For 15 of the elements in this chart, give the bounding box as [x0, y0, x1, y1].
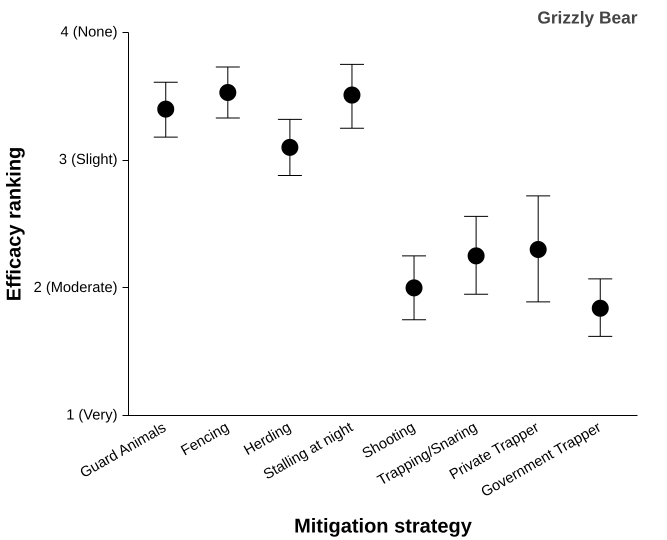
y-tick-label: 1 (Very) — [66, 408, 118, 424]
point — [281, 138, 298, 156]
y-tick-label: 3 (Slight) — [58, 152, 118, 168]
point — [343, 86, 360, 104]
y-tick-label: 2 (Moderate) — [34, 280, 118, 296]
point — [157, 100, 174, 118]
point — [468, 247, 485, 264]
point — [219, 84, 236, 101]
point — [592, 300, 609, 317]
x-axis-title: Mitigation strategy — [294, 516, 473, 538]
point — [406, 279, 423, 296]
point — [530, 241, 547, 258]
y-axis-title: Efficacy ranking — [4, 146, 26, 302]
y-tick-label: 4 (None) — [60, 24, 118, 40]
chart-title: Grizzly Bear — [537, 8, 638, 28]
